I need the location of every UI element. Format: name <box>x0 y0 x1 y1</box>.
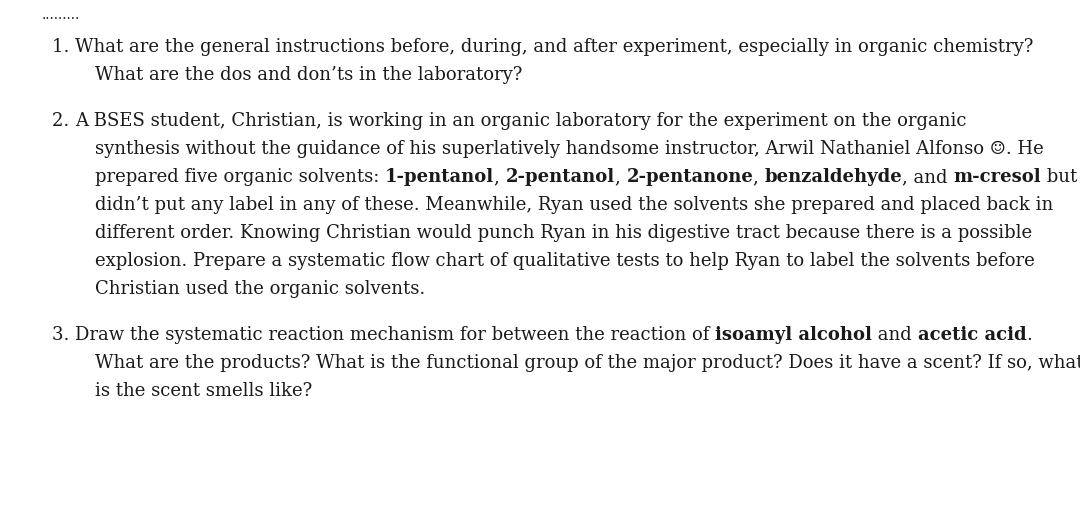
Text: 3.: 3. <box>52 326 76 344</box>
Text: synthesis without the guidance of his superlatively handsome instructor, Arwil N: synthesis without the guidance of his su… <box>95 140 1043 158</box>
Text: .: . <box>1026 326 1032 344</box>
Text: didn’t put any label in any of these. Meanwhile, Ryan used the solvents she prep: didn’t put any label in any of these. Me… <box>95 196 1053 214</box>
Text: ,: , <box>495 168 505 186</box>
Text: 1-pentanol: 1-pentanol <box>386 168 495 186</box>
Text: isoamyl alcohol: isoamyl alcohol <box>715 326 873 344</box>
Text: but he: but he <box>1041 168 1080 186</box>
Text: Draw the systematic reaction mechanism for between the reaction of: Draw the systematic reaction mechanism f… <box>76 326 715 344</box>
Text: , and: , and <box>903 168 954 186</box>
Text: explosion. Prepare a systematic flow chart of qualitative tests to help Ryan to : explosion. Prepare a systematic flow cha… <box>95 252 1035 270</box>
Text: .........: ......... <box>42 8 80 22</box>
Text: 2-pentanol: 2-pentanol <box>505 168 615 186</box>
Text: Christian used the organic solvents.: Christian used the organic solvents. <box>95 280 426 298</box>
Text: different order. Knowing Christian would punch Ryan in his digestive tract becau: different order. Knowing Christian would… <box>95 224 1032 242</box>
Text: is the scent smells like?: is the scent smells like? <box>95 382 312 400</box>
Text: 2.: 2. <box>52 112 75 130</box>
Text: What are the dos and don’ts in the laboratory?: What are the dos and don’ts in the labor… <box>95 66 523 84</box>
Text: A BSES student, Christian, is working in an organic laboratory for the experimen: A BSES student, Christian, is working in… <box>75 112 967 130</box>
Text: acetic acid: acetic acid <box>918 326 1026 344</box>
Text: and: and <box>873 326 918 344</box>
Text: ,: , <box>615 168 626 186</box>
Text: 1.: 1. <box>52 38 76 56</box>
Text: What are the general instructions before, during, and after experiment, especial: What are the general instructions before… <box>76 38 1034 56</box>
Text: ,: , <box>753 168 765 186</box>
Text: 2-pentanone: 2-pentanone <box>626 168 753 186</box>
Text: What are the products? What is the functional group of the major product? Does i: What are the products? What is the funct… <box>95 354 1080 372</box>
Text: prepared five organic solvents:: prepared five organic solvents: <box>95 168 386 186</box>
Text: benzaldehyde: benzaldehyde <box>765 168 903 186</box>
Text: m-cresol: m-cresol <box>954 168 1041 186</box>
